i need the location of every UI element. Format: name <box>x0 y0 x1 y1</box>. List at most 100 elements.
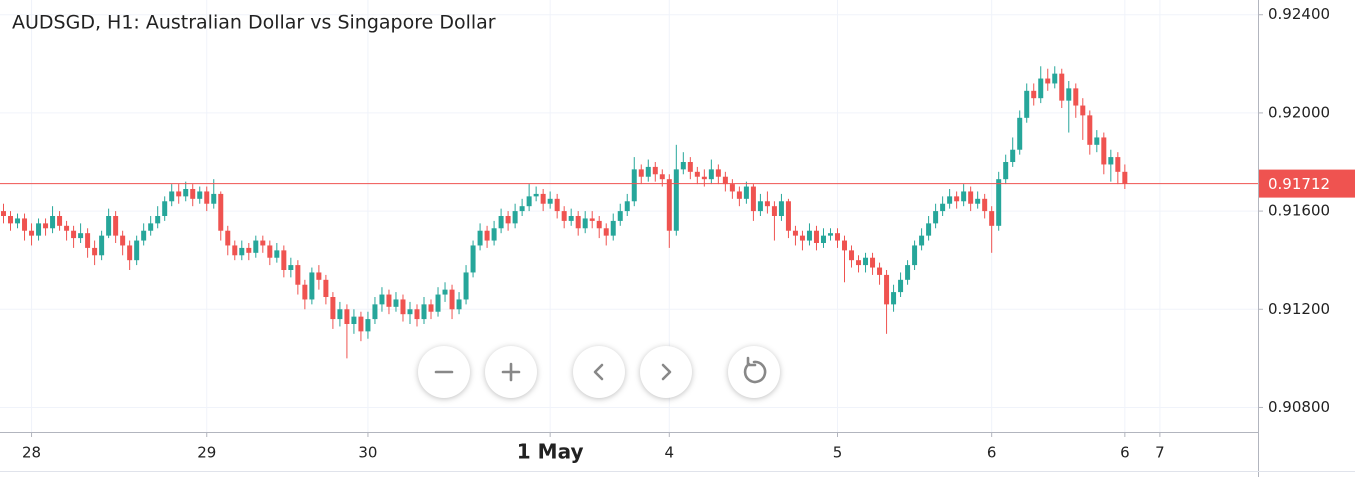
candle-body <box>961 191 967 202</box>
candle-body <box>526 196 532 207</box>
candle-body <box>1010 149 1016 162</box>
candle-body <box>1045 78 1051 84</box>
candle-body <box>603 228 609 236</box>
candle-body <box>477 230 483 246</box>
candle-body <box>645 166 651 177</box>
last-price-box <box>1259 169 1355 198</box>
grid <box>0 0 1258 432</box>
x-tick-label: 7 <box>1155 444 1165 462</box>
candle-body <box>1122 171 1128 184</box>
candle-body <box>386 294 392 307</box>
candle-body <box>183 189 189 197</box>
candle-body <box>1017 117 1023 150</box>
candle-body <box>757 201 763 212</box>
candle-body <box>743 186 749 199</box>
candle-body <box>884 274 890 305</box>
candle-body <box>771 206 777 216</box>
candle-body <box>1059 73 1065 101</box>
candle-body <box>799 235 805 241</box>
candle-body <box>547 198 553 204</box>
candle-body <box>449 289 455 310</box>
candle-body <box>1115 157 1121 172</box>
candle-body <box>792 230 798 236</box>
candle-body <box>43 223 49 229</box>
candle-body <box>1087 115 1093 145</box>
candle-body <box>673 169 679 231</box>
candle-body <box>218 193 224 231</box>
candle-body <box>940 203 946 212</box>
candle-body <box>358 316 364 332</box>
candle-body <box>827 233 833 236</box>
candle-body <box>428 304 434 312</box>
candle-body <box>512 211 518 224</box>
candle-body <box>694 171 700 177</box>
candle-body <box>78 233 84 239</box>
candle-body <box>134 240 140 261</box>
candle-body <box>470 245 476 273</box>
candle-body <box>330 297 336 320</box>
candle-body <box>919 235 925 246</box>
zoom-in-button[interactable] <box>485 346 537 398</box>
candle-body <box>617 211 623 221</box>
y-tick-label: 0.92400 <box>1268 5 1330 23</box>
candle-body <box>996 179 1002 226</box>
chart-title: AUDSGD, H1: Australian Dollar vs Singapo… <box>12 12 496 34</box>
candle-body <box>877 267 883 275</box>
scroll-right-button[interactable] <box>640 346 692 398</box>
zoom-out-button[interactable] <box>418 346 470 398</box>
scroll-left-button[interactable] <box>573 346 625 398</box>
candle-body <box>484 230 490 241</box>
candle-body <box>533 193 539 197</box>
candle-body <box>1031 90 1037 99</box>
candle-body <box>344 309 350 324</box>
candle-body <box>155 216 161 224</box>
candle-body <box>631 169 637 202</box>
candle-body <box>36 223 42 236</box>
x-tick-label: 6 <box>987 444 997 462</box>
candle-body <box>947 196 953 204</box>
candle-body <box>778 201 784 216</box>
candle-body <box>197 191 203 199</box>
candle-body <box>407 309 413 315</box>
candle-body <box>729 184 735 192</box>
candle-body <box>239 247 245 256</box>
x-tick-label: 29 <box>197 444 216 462</box>
candle-body <box>708 169 714 180</box>
candle-body <box>15 218 21 224</box>
candle-body <box>204 191 210 204</box>
candle-body <box>750 186 756 212</box>
candle-body <box>912 245 918 266</box>
candle-body <box>849 250 855 261</box>
candle-body <box>57 216 63 226</box>
candle-body <box>736 191 742 199</box>
candle-body <box>323 279 329 297</box>
reset-button[interactable] <box>728 346 780 398</box>
candle-body <box>1024 90 1030 118</box>
candle-body <box>652 166 658 175</box>
candle-body <box>568 216 574 221</box>
candle-body <box>863 257 869 266</box>
candle-body <box>975 198 981 204</box>
candle-body <box>267 245 273 258</box>
candle-body <box>50 216 56 229</box>
x-tick-label: 6 <box>1120 444 1130 462</box>
candle-body <box>624 201 630 212</box>
candle-body <box>246 247 252 253</box>
candle-body <box>982 198 988 212</box>
candle-body <box>905 265 911 280</box>
candle-body <box>1094 137 1100 145</box>
candle-body <box>393 299 399 307</box>
candle-body <box>162 201 168 216</box>
y-tick-label: 0.92000 <box>1268 103 1330 121</box>
candle-body <box>1 211 7 216</box>
candle-body <box>820 235 826 243</box>
candle-body <box>554 198 560 212</box>
candle-body <box>687 162 693 172</box>
candle-body <box>870 257 876 268</box>
candle-body <box>715 169 721 177</box>
candle-body <box>414 309 420 320</box>
candle-body <box>281 250 287 270</box>
candle-body <box>379 294 385 305</box>
candle-body <box>92 247 98 256</box>
